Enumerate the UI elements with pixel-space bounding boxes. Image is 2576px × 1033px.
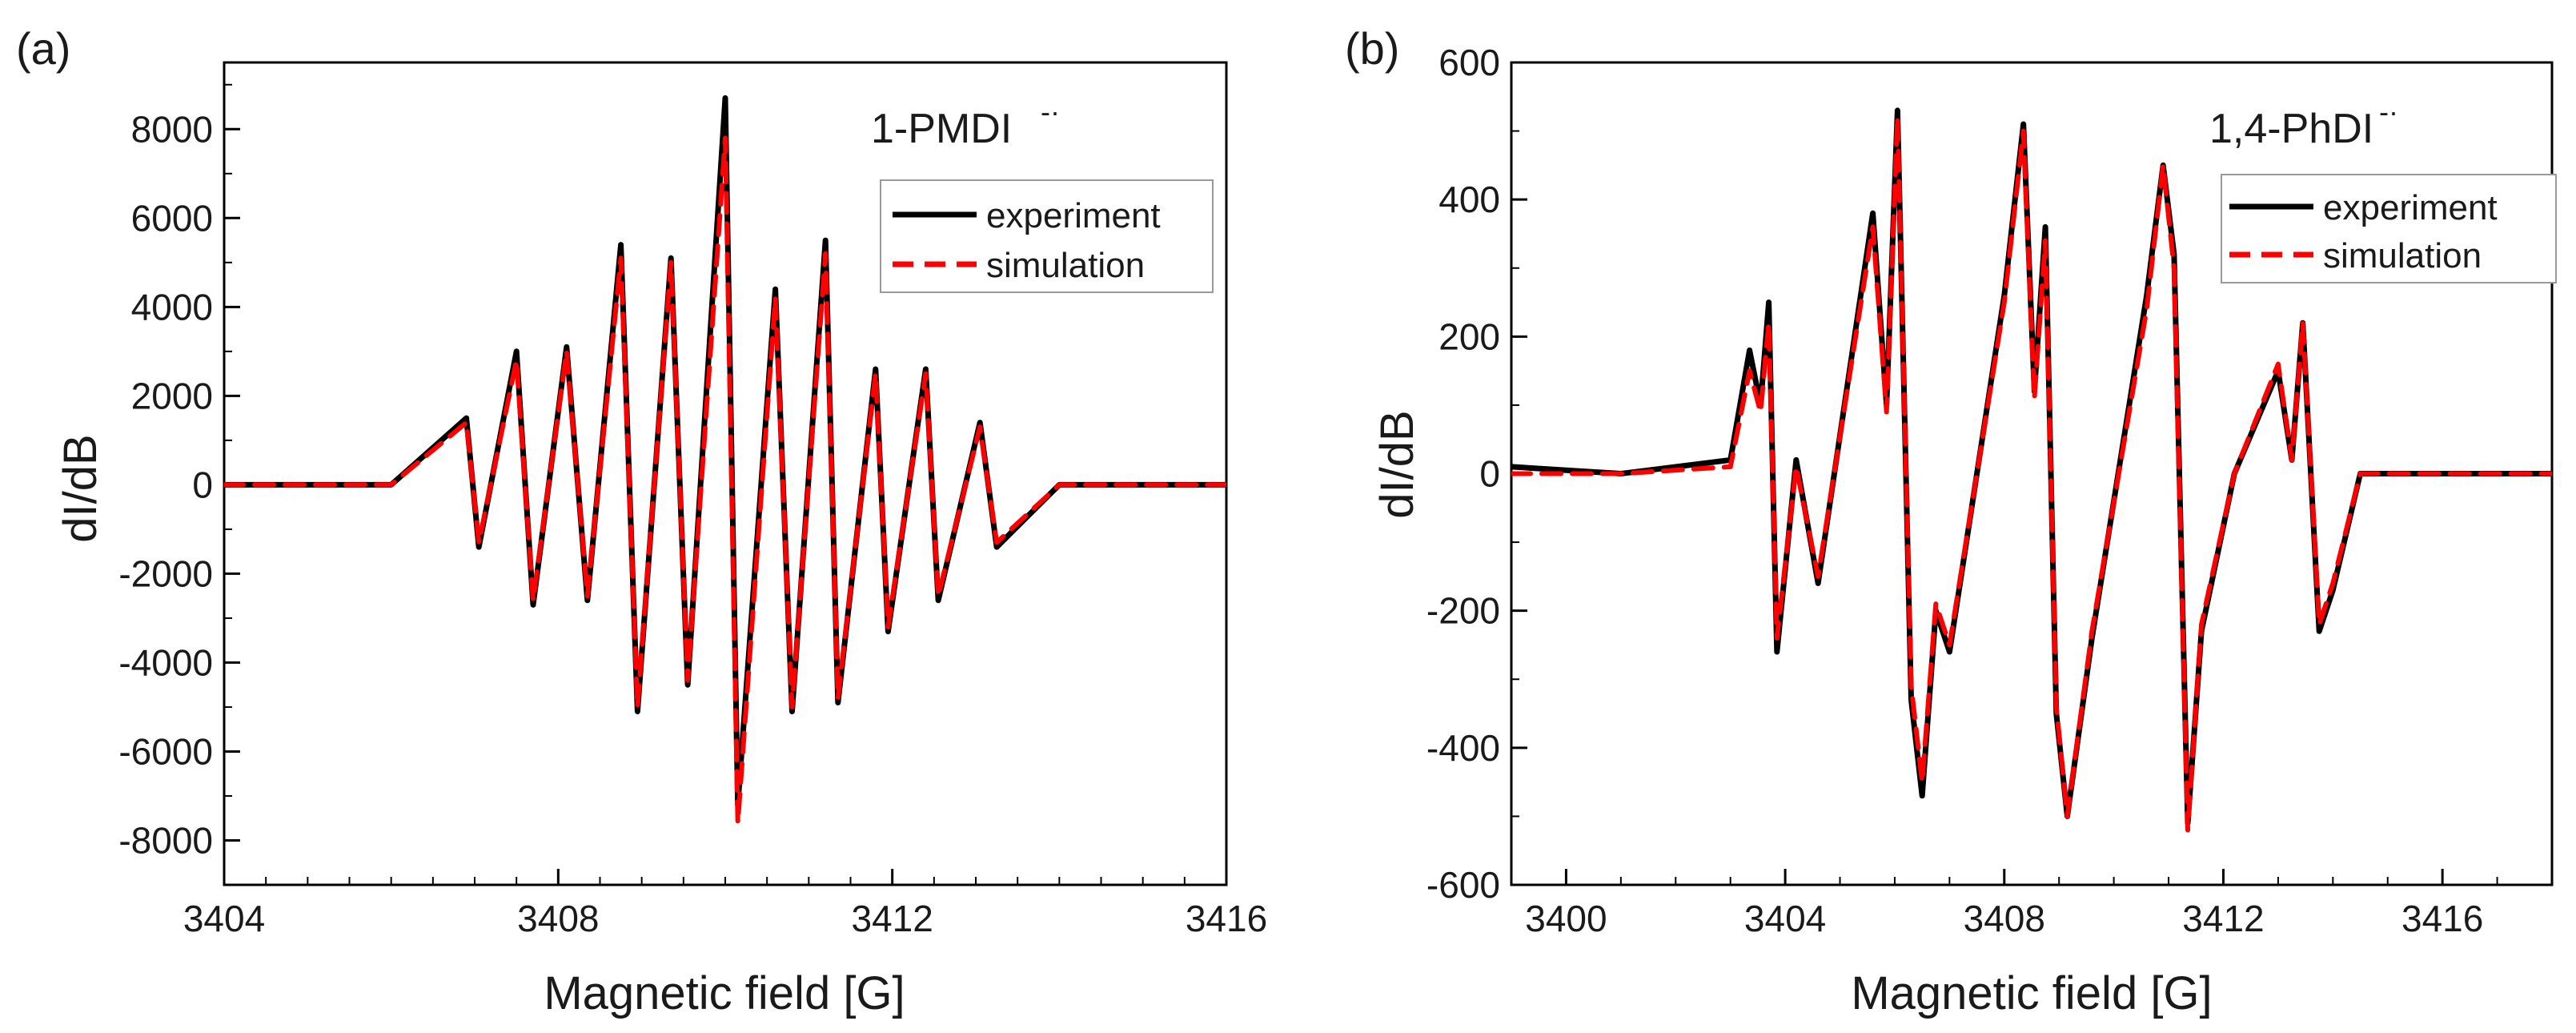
panel-a-y-tick-label: 6000 xyxy=(131,197,213,239)
panel-b-x-tick-label: 3412 xyxy=(2182,898,2264,939)
panel-a-plot-area xyxy=(224,94,1226,826)
panel-b-legend-simulation-label: simulation xyxy=(2323,236,2482,275)
panel-b-y-tick-label: -200 xyxy=(1426,590,1500,632)
panel-a-compound-label: 1-PMDI -· xyxy=(871,95,1060,152)
panel-a-legend-box xyxy=(880,179,1214,293)
panel-b-y-tick-label: 400 xyxy=(1438,179,1500,220)
panel-b-xlabel: Magnetic field [G] xyxy=(1851,967,2212,1019)
panel-b-compound-name: 1,4-PhDI xyxy=(2209,106,2373,152)
panel-b-compound-superscript: -· xyxy=(2379,95,2398,128)
panel-a-y-tick-label: 0 xyxy=(192,464,213,505)
panel-a-compound-name: 1-PMDI xyxy=(871,106,1012,152)
panel-b-series-simulation xyxy=(1511,115,2552,833)
panel-b-x-tick-label: 3416 xyxy=(2401,898,2483,939)
panel-b-plot-area xyxy=(1511,107,2552,833)
panel-b-x-tick-label: 3400 xyxy=(1525,898,1607,939)
panel-b-y-tick-label: -600 xyxy=(1426,864,1500,906)
panel-a-y-tick-label: -4000 xyxy=(118,641,213,683)
panel-a-y-tick-label: 8000 xyxy=(131,108,213,150)
panel-a-legend-simulation-label: simulation xyxy=(986,246,1145,285)
panel-a-x-tick-label: 3416 xyxy=(1186,898,1267,939)
panel-a-x-tick-label: 3404 xyxy=(183,898,265,939)
panel-b-x-tick-label: 3404 xyxy=(1744,898,1826,939)
panel-a-x-tick-label: 3408 xyxy=(517,898,599,939)
panel-a-y-tick-label: -6000 xyxy=(118,730,213,772)
panel-b-y-tick-label: 200 xyxy=(1438,316,1500,357)
panel-b-y-tick-label: 0 xyxy=(1479,453,1500,495)
panel-a-label: (a) xyxy=(16,23,70,74)
panel-b-y-tick-label: 600 xyxy=(1438,42,1500,83)
panel-a-compound-superscript: -· xyxy=(1041,95,1060,128)
panel-a-xlabel: Magnetic field [G] xyxy=(544,967,905,1019)
panel-b: (b) 3400 3404 3408 3412 3416 -600 -400 -200 0 200… xyxy=(1345,23,2557,1019)
panel-b-axes: 3400 3404 3408 3412 3416 -600 -400 -200 0 200 400 6… xyxy=(1426,42,2554,939)
panel-b-x-tick-label: 3408 xyxy=(1964,898,2045,939)
panel-b-compound-label: 1,4-PhDI -· xyxy=(2209,95,2398,152)
panel-a-legend: experiment simulation xyxy=(880,179,1214,293)
panel-b-legend: experiment simulation xyxy=(2221,174,2557,283)
panel-a-y-tick-label: 2000 xyxy=(131,375,213,416)
panel-b-ylabel: dI/dB xyxy=(1371,410,1423,518)
panel-b-legend-experiment-label: experiment xyxy=(2323,188,2498,227)
panel-a-y-tick-label: -8000 xyxy=(118,819,213,861)
panel-a: (a) 3404 3408 3412 3416 -8000 -6000 -4000 -2000… xyxy=(16,23,1267,1019)
panel-a-ylabel: dI/dB xyxy=(54,434,106,542)
panel-b-y-tick-label: -400 xyxy=(1426,727,1500,769)
panel-a-axes: 3404 3408 3412 3416 -8000 -6000 -4000 -2000 0 200… xyxy=(118,61,1267,939)
panel-a-y-tick-label: -2000 xyxy=(118,553,213,594)
panel-a-y-tick-label: 4000 xyxy=(131,286,213,328)
panel-a-series-simulation xyxy=(224,135,1226,826)
panel-a-x-tick-label: 3412 xyxy=(851,898,933,939)
panel-a-legend-experiment-label: experiment xyxy=(986,196,1161,235)
panel-b-legend-box xyxy=(2221,174,2557,283)
panel-b-label: (b) xyxy=(1345,23,1399,74)
